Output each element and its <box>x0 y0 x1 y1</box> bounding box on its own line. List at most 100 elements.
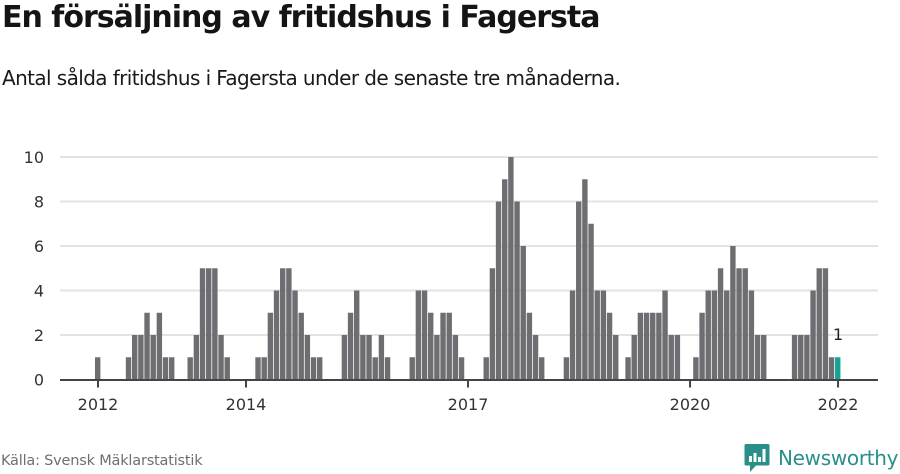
bar <box>791 335 798 380</box>
brand-name: Newsworthy <box>778 446 899 470</box>
bar <box>421 290 428 380</box>
bar <box>594 290 600 380</box>
bar <box>650 312 656 380</box>
bar <box>674 335 681 380</box>
bar <box>742 268 748 380</box>
bar <box>643 312 650 380</box>
bar <box>539 357 545 380</box>
bar <box>372 357 378 380</box>
y-tick-label: 4 <box>34 282 44 301</box>
bar <box>736 268 742 380</box>
bar-chart: 0 2 4 6 8 10 2012 2014 2017 2020 2022 1 <box>24 148 878 414</box>
bar <box>446 312 452 380</box>
bar <box>711 290 718 380</box>
bar <box>150 335 156 380</box>
bar <box>292 290 298 380</box>
bar <box>304 335 311 380</box>
bar <box>582 179 588 380</box>
bars <box>95 157 841 380</box>
bar <box>748 290 755 380</box>
bar <box>347 312 354 380</box>
highlight-annotation: 1 <box>833 325 843 344</box>
bar <box>835 357 841 380</box>
bar <box>637 312 644 380</box>
x-tick-label: 2020 <box>670 395 711 414</box>
bar <box>156 312 163 380</box>
bar <box>378 335 385 380</box>
bar <box>212 268 218 380</box>
x-tick-label: 2012 <box>78 395 119 414</box>
y-tick-label: 2 <box>34 326 44 345</box>
bar <box>514 201 520 380</box>
bar <box>440 312 446 380</box>
bar <box>520 246 526 380</box>
bar <box>95 357 101 380</box>
bar <box>532 335 539 380</box>
bar <box>526 312 533 380</box>
bar <box>286 268 292 380</box>
y-tick-label: 6 <box>34 237 44 256</box>
bar <box>483 357 489 380</box>
x-tick-label: 2014 <box>226 395 267 414</box>
bar <box>804 335 810 380</box>
bar <box>317 357 323 380</box>
bar <box>298 312 304 380</box>
bar <box>280 268 286 380</box>
bar <box>828 357 835 380</box>
bar <box>495 201 502 380</box>
bar <box>218 335 224 380</box>
y-tick-label: 10 <box>24 148 44 167</box>
bar <box>384 357 391 380</box>
brand-logo: Newsworthy <box>744 443 899 473</box>
bar <box>132 335 138 380</box>
bar <box>761 335 767 380</box>
bar <box>458 357 465 380</box>
y-tick-label: 0 <box>34 371 44 390</box>
bar <box>489 268 496 380</box>
bar <box>360 335 366 380</box>
bar <box>588 223 594 380</box>
bar <box>625 357 631 380</box>
bar <box>138 335 144 380</box>
bar <box>810 290 816 380</box>
bar <box>576 201 582 380</box>
bar <box>699 312 705 380</box>
bar <box>273 290 280 380</box>
bar <box>693 357 699 380</box>
x-tick-label: 2022 <box>818 395 859 414</box>
bar <box>816 268 822 380</box>
bar <box>508 157 514 380</box>
y-axis-ticks: 0 2 4 6 8 10 <box>24 148 44 390</box>
x-axis-ticks: 2012 2014 2017 2020 2022 <box>78 379 859 414</box>
bar <box>415 290 422 380</box>
bar <box>631 335 637 380</box>
bar <box>341 335 348 380</box>
bar <box>724 290 730 380</box>
bar <box>754 335 761 380</box>
bar <box>428 312 434 380</box>
bar <box>730 246 736 380</box>
bar <box>502 179 508 380</box>
bar <box>169 357 175 380</box>
bar <box>125 357 132 380</box>
bar <box>434 335 440 380</box>
bar <box>261 357 267 380</box>
bar <box>656 312 662 380</box>
bar <box>798 335 804 380</box>
bar <box>144 312 150 380</box>
bar <box>162 357 169 380</box>
bar <box>606 312 613 380</box>
y-tick-label: 8 <box>34 193 44 212</box>
bar <box>267 312 274 380</box>
bar <box>822 268 829 380</box>
bar <box>452 335 459 380</box>
source-note: Källa: Svensk Mäklarstatistik <box>1 453 203 469</box>
x-tick-label: 2017 <box>448 395 489 414</box>
bar-chart-speech-bubble-icon <box>744 444 770 472</box>
bar <box>563 357 570 380</box>
bar <box>310 357 317 380</box>
bar <box>662 290 668 380</box>
bar <box>354 290 360 380</box>
highlight-value-label: 1 <box>833 325 843 344</box>
bar <box>613 335 619 380</box>
